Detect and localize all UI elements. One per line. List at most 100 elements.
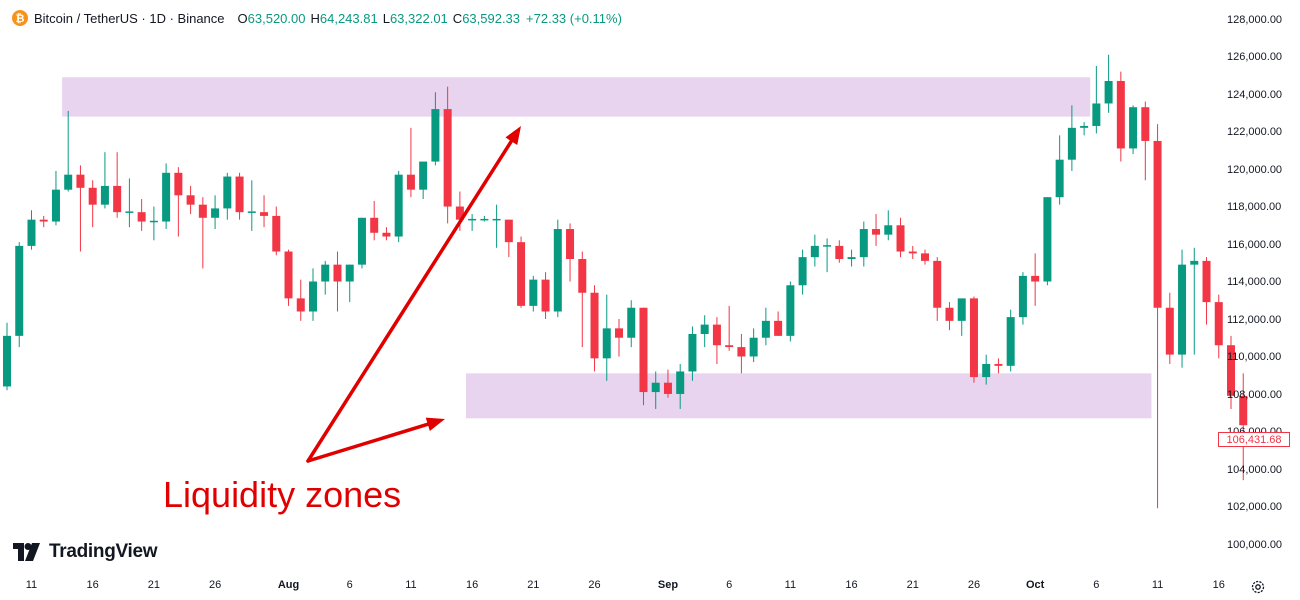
- candle-body: [1178, 264, 1187, 355]
- candle-body: [1129, 107, 1138, 149]
- candle-body: [774, 320, 783, 336]
- candle: [15, 242, 24, 348]
- candle-body: [994, 363, 1003, 366]
- candle-body: [541, 279, 550, 312]
- candle-body: [357, 217, 366, 265]
- candle-body: [382, 232, 391, 237]
- candle: [1141, 101, 1150, 181]
- candle: [370, 200, 379, 241]
- candle: [468, 214, 477, 231]
- candle: [1031, 253, 1040, 306]
- candle-body: [370, 217, 379, 233]
- candle: [27, 210, 36, 250]
- candle-body: [113, 185, 122, 213]
- candle-body: [969, 298, 978, 378]
- candle: [651, 371, 660, 409]
- candle: [1202, 257, 1211, 325]
- candle-body: [431, 109, 440, 162]
- candle-body: [1043, 197, 1052, 282]
- candle-body: [639, 307, 648, 393]
- price-tick-label: 128,000.00: [1227, 14, 1283, 26]
- liquidity-zone-1: [62, 77, 1091, 117]
- candle: [1239, 373, 1248, 481]
- candle: [884, 210, 893, 241]
- time-tick-label: 26: [967, 579, 981, 591]
- high-value: 64,243.81: [319, 10, 378, 26]
- candle: [908, 245, 917, 260]
- time-tick-label: 6: [346, 579, 353, 591]
- time-tick-label: 16: [1212, 579, 1225, 591]
- candle: [394, 170, 403, 243]
- candle: [1165, 292, 1174, 364]
- candle: [957, 298, 966, 336]
- time-tick-label: 11: [405, 579, 417, 591]
- candle: [235, 172, 244, 220]
- time-tick-label: Oct: [1025, 579, 1045, 591]
- symbol-title[interactable]: Bitcoin / TetherUS · 1D · Binance: [34, 10, 225, 26]
- candle: [725, 305, 734, 351]
- candle-body: [982, 363, 991, 378]
- candle-body: [1080, 125, 1089, 128]
- candle-body: [798, 257, 807, 286]
- candle: [1190, 247, 1199, 355]
- candle-body: [64, 174, 73, 190]
- price-tick-label: 112,000.00: [1227, 313, 1282, 326]
- candle: [174, 167, 183, 237]
- candle-body: [908, 251, 917, 254]
- candle-body: [1031, 275, 1040, 282]
- candle: [602, 294, 611, 381]
- candle-body: [1214, 302, 1223, 346]
- candle-body: [921, 253, 929, 261]
- candle: [504, 219, 513, 258]
- candle-body: [321, 264, 330, 282]
- candle: [431, 92, 440, 166]
- candle-body: [688, 333, 697, 372]
- price-tick-label: 114,000.00: [1227, 276, 1282, 289]
- candle-body: [529, 279, 538, 306]
- annotation-label: Liquidity zones: [163, 474, 402, 515]
- candle-body: [737, 347, 746, 357]
- time-tick-label: 26: [588, 579, 601, 591]
- time-tick-label: 6: [726, 579, 733, 591]
- candle-body: [247, 211, 256, 213]
- candle-body: [835, 245, 844, 260]
- candle: [786, 281, 795, 342]
- candle-body: [700, 324, 709, 334]
- candle-body: [309, 281, 317, 312]
- gear-icon[interactable]: [1250, 579, 1266, 595]
- change-value: +72.33 (+0.11%): [526, 10, 622, 26]
- candle: [100, 152, 109, 209]
- candle-body: [186, 195, 195, 205]
- candle-body: [1153, 140, 1162, 308]
- time-tick-label: 21: [147, 579, 160, 591]
- candle: [1043, 197, 1052, 286]
- candle-body: [76, 174, 85, 188]
- candle-body: [1018, 275, 1027, 318]
- candle: [700, 315, 709, 348]
- arrow-head-2: [425, 417, 445, 431]
- candle: [1104, 54, 1113, 113]
- candle-body: [933, 260, 942, 308]
- candle-body: [1141, 107, 1150, 141]
- candle-body: [786, 285, 795, 336]
- close-key: C: [452, 10, 463, 26]
- candle: [872, 214, 881, 246]
- price-tick-label: 108,000.00: [1227, 388, 1283, 401]
- candle-body: [100, 185, 109, 205]
- candle-body: [823, 245, 832, 247]
- candle-body: [468, 218, 477, 221]
- time-tick-label: Aug: [277, 579, 300, 591]
- tradingview-logo[interactable]: TradingView: [13, 541, 158, 563]
- candle: [774, 311, 783, 336]
- time-tick-label: 16: [845, 579, 858, 591]
- candle-body: [676, 371, 685, 394]
- time-tick-label: 16: [465, 579, 479, 591]
- time-tick-label: 21: [527, 579, 540, 591]
- high-key: H: [310, 10, 320, 26]
- candle: [198, 197, 207, 269]
- price-tick-label: 104,000.00: [1227, 463, 1283, 476]
- candle-body: [1055, 159, 1064, 198]
- candle-body: [847, 257, 856, 260]
- candle-body: [1202, 260, 1211, 303]
